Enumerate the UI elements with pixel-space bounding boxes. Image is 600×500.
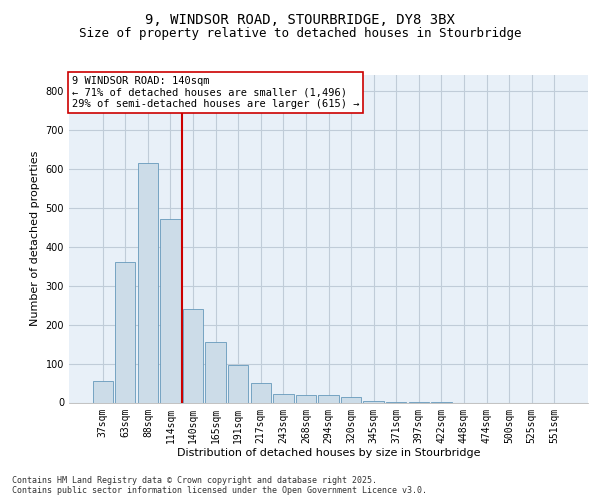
Bar bbox=[251, 383, 271, 402]
Bar bbox=[273, 394, 293, 402]
Bar bbox=[92, 381, 113, 402]
Bar bbox=[138, 162, 158, 402]
Bar bbox=[160, 220, 181, 402]
Bar bbox=[319, 394, 338, 402]
Bar bbox=[183, 309, 203, 402]
Text: 9 WINDSOR ROAD: 140sqm
← 71% of detached houses are smaller (1,496)
29% of semi-: 9 WINDSOR ROAD: 140sqm ← 71% of detached… bbox=[71, 76, 359, 109]
Text: Contains HM Land Registry data © Crown copyright and database right 2025.
Contai: Contains HM Land Registry data © Crown c… bbox=[12, 476, 427, 495]
Bar bbox=[364, 400, 384, 402]
Bar bbox=[115, 262, 136, 402]
X-axis label: Distribution of detached houses by size in Stourbridge: Distribution of detached houses by size … bbox=[177, 448, 480, 458]
Text: 9, WINDSOR ROAD, STOURBRIDGE, DY8 3BX: 9, WINDSOR ROAD, STOURBRIDGE, DY8 3BX bbox=[145, 12, 455, 26]
Y-axis label: Number of detached properties: Number of detached properties bbox=[30, 151, 40, 326]
Bar bbox=[205, 342, 226, 402]
Bar bbox=[228, 364, 248, 403]
Bar bbox=[341, 398, 361, 402]
Text: Size of property relative to detached houses in Stourbridge: Size of property relative to detached ho… bbox=[79, 28, 521, 40]
Bar bbox=[296, 394, 316, 402]
